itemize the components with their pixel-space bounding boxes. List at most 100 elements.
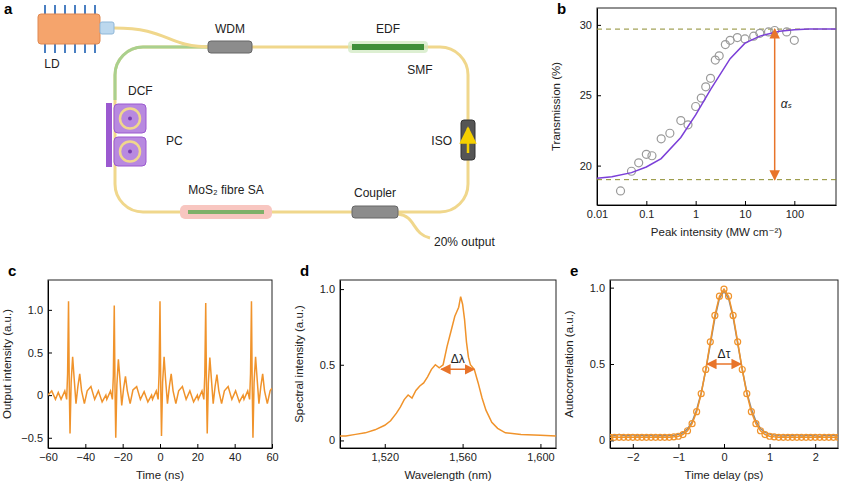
ld-pin: [44, 44, 46, 53]
panel-label: c: [8, 262, 16, 279]
tick-mark: [815, 444, 816, 448]
tick-label: 20: [580, 160, 592, 172]
data-point: [694, 409, 700, 415]
data-point: [702, 83, 710, 91]
tick-label: −2: [627, 451, 640, 463]
y-axis: 20 25 30: [580, 9, 601, 206]
axis-line: [340, 281, 341, 449]
tick: −20: [114, 444, 133, 463]
tick: 0: [157, 444, 163, 463]
data-point: [716, 293, 722, 299]
tick-label: 1.0: [320, 283, 335, 295]
tick: 0: [721, 444, 727, 463]
tick: −1: [673, 444, 686, 463]
tick-mark: [48, 310, 52, 311]
plot-area: [610, 286, 838, 440]
x-axis-title: Time (ns): [136, 469, 184, 481]
tick: 60: [266, 444, 278, 463]
panel-label: a: [4, 0, 13, 17]
annotation-text: Δτ: [718, 347, 731, 361]
data-point: [677, 117, 685, 125]
y-axis-title: Transmission (%): [550, 62, 562, 151]
edf-glow: [348, 41, 428, 53]
y-axis: 00.51.0: [590, 281, 614, 449]
tick-mark: [646, 201, 647, 205]
tick-label: 0.01: [587, 208, 608, 220]
data-point: [790, 36, 798, 44]
isolator: [461, 120, 475, 160]
dcf-fibre: [115, 47, 210, 100]
data-point: [642, 150, 650, 158]
ld-pin: [44, 5, 46, 14]
plot-frame: [48, 280, 272, 448]
data-point: [635, 159, 643, 167]
ld-pin: [54, 44, 56, 53]
tick-label: 0.5: [590, 358, 605, 370]
ld-connector: [100, 22, 114, 34]
data-point: [753, 421, 759, 427]
tick-label: 30: [580, 19, 592, 31]
tick: 25: [580, 89, 601, 101]
reference-line: [597, 179, 836, 180]
data-point: [783, 28, 791, 36]
figure: aLDWDMEDFSMFISOCoupler20% outputMoS₂ fib…: [0, 0, 845, 488]
tick: 100: [786, 201, 804, 220]
tick-mark: [794, 201, 795, 205]
axis-line: [598, 205, 837, 206]
annotation-text: αₛ: [781, 97, 792, 111]
axis-line: [611, 448, 839, 449]
tick-label: 0: [721, 451, 727, 463]
chart-panel: 0.01 0.1 1 10 100 20 25 30 Peak intensity (MW cm…: [550, 0, 837, 238]
y-axis-title: Autocorrelation (a.u.): [563, 310, 575, 418]
component-label: 20% output: [434, 235, 495, 249]
plot-area: [340, 297, 556, 436]
tick-label: 25: [580, 89, 592, 101]
data-point: [715, 52, 723, 60]
y-axis: −0.500.51.0: [21, 281, 52, 449]
data-point: [721, 41, 729, 49]
component-label: SMF: [407, 63, 432, 77]
tick-label: −0.5: [21, 432, 43, 444]
data-point: [666, 129, 674, 137]
ld-box: [38, 14, 100, 44]
tick-label: 1,560: [449, 451, 477, 463]
ld-pin: [84, 44, 86, 53]
chart-panel: −60−40−200204060−0.500.51.0Time (ns)Outp…: [1, 262, 279, 481]
x-axis-title: Peak intensity (MW cm⁻²): [651, 226, 782, 238]
tick: 2: [813, 444, 819, 463]
tick-mark: [678, 444, 679, 448]
component-label: WDM: [215, 22, 245, 36]
tick: 1.0: [320, 283, 344, 295]
data-point: [748, 409, 754, 415]
plot-frame: [610, 280, 838, 448]
tick-mark: [340, 440, 344, 441]
tick-label: 0.1: [639, 208, 654, 220]
tick-label: 1: [693, 208, 699, 220]
x-axis: 1,520 1,560 1,600: [341, 444, 557, 463]
data-point: [835, 434, 838, 440]
ld-pin: [94, 5, 96, 14]
tick: 0.5: [28, 347, 52, 359]
tick-mark: [540, 444, 541, 448]
tick-label: 1,520: [371, 451, 399, 463]
data-point: [721, 286, 727, 292]
tick-label: 1,600: [527, 451, 555, 463]
annotation-arrow: [774, 29, 776, 180]
tick: −2: [627, 444, 640, 463]
tick-label: 10: [739, 208, 751, 220]
sa-core: [188, 210, 264, 214]
data-point: [617, 187, 625, 195]
tick-label: 100: [786, 208, 804, 220]
x-axis-title: Wavelength (nm): [404, 469, 491, 481]
tick-mark: [724, 444, 725, 448]
sa-glow: [180, 205, 272, 219]
axis-line: [597, 9, 598, 206]
ld-pin: [54, 5, 56, 14]
tick: 1,560: [449, 444, 477, 463]
data-point: [730, 312, 736, 318]
series-line: [48, 301, 272, 437]
data-point: [735, 339, 741, 345]
pc-coil: [120, 109, 140, 129]
tick-label: 0: [329, 434, 335, 446]
data-point: [685, 428, 691, 434]
